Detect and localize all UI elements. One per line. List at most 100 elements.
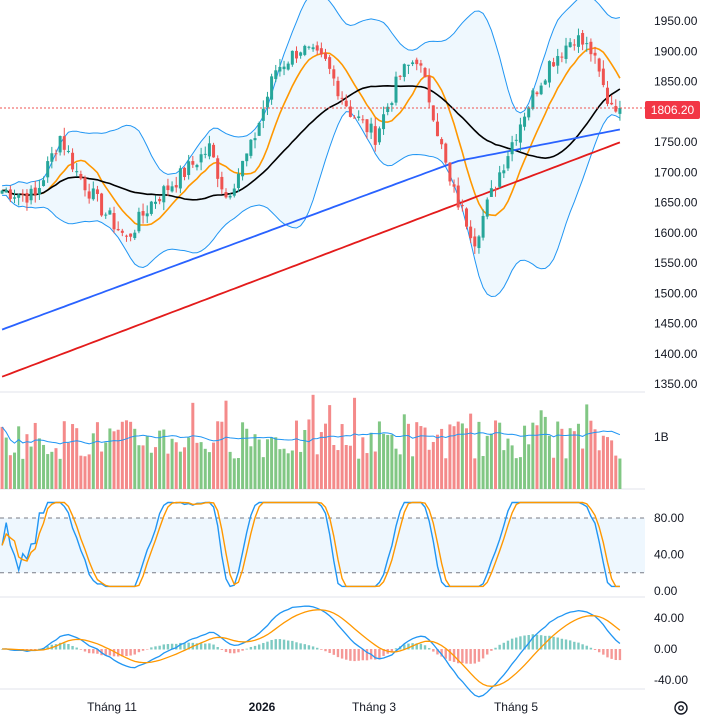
volume-bar bbox=[249, 446, 253, 489]
volume-bar bbox=[137, 445, 141, 489]
gear-icon[interactable] bbox=[672, 699, 690, 717]
candle-body bbox=[319, 48, 323, 55]
candle-body bbox=[112, 213, 116, 230]
macd-histogram-bar bbox=[116, 649, 120, 657]
candle-body bbox=[311, 47, 315, 50]
macd-histogram-bar bbox=[162, 644, 165, 650]
macd-histogram-bar bbox=[104, 649, 107, 656]
volume-bar bbox=[386, 434, 390, 489]
volume-bar bbox=[307, 419, 311, 489]
volume-bar bbox=[373, 451, 377, 489]
candle-body bbox=[195, 164, 199, 168]
candle-body bbox=[394, 76, 398, 103]
candle-body bbox=[25, 192, 29, 203]
candle-body bbox=[415, 59, 419, 65]
candle-body bbox=[386, 106, 390, 113]
macd-histogram-bar bbox=[125, 649, 128, 657]
macd-histogram-bar bbox=[170, 643, 174, 650]
candle-body bbox=[66, 150, 70, 152]
volume-bar bbox=[66, 442, 70, 489]
volume-bar bbox=[261, 457, 265, 489]
candle-body bbox=[203, 153, 207, 155]
candle-body bbox=[539, 85, 543, 95]
macd-histogram-bar bbox=[589, 647, 593, 650]
macd-histogram-bar bbox=[154, 646, 157, 650]
volume-bar bbox=[220, 421, 224, 489]
price-tick-label: 1600.00 bbox=[654, 226, 698, 240]
macd-histogram-bar bbox=[415, 643, 418, 650]
candle-body bbox=[249, 139, 253, 156]
macd-histogram-bar bbox=[46, 646, 49, 650]
volume-bar bbox=[585, 404, 589, 489]
macd-histogram-bar bbox=[75, 647, 78, 650]
volume-bar bbox=[411, 456, 415, 489]
volume-bar bbox=[353, 397, 357, 489]
candle-body bbox=[4, 190, 8, 193]
macd-histogram-bar bbox=[54, 644, 58, 650]
candle-body bbox=[465, 208, 468, 227]
volume-bar bbox=[531, 422, 535, 489]
volume-bar bbox=[79, 455, 83, 489]
macd-histogram-bar bbox=[486, 649, 489, 655]
candle-body bbox=[444, 143, 448, 163]
volume-bar bbox=[431, 441, 435, 489]
candle-body bbox=[71, 152, 75, 170]
macd-histogram-bar bbox=[340, 649, 344, 659]
volume-bar bbox=[473, 458, 477, 489]
candle-body bbox=[547, 61, 551, 83]
candle-body bbox=[46, 161, 50, 178]
volume-bar bbox=[344, 444, 348, 489]
macd-tick-label: -40.00 bbox=[654, 673, 688, 687]
volume-bar bbox=[593, 429, 597, 489]
volume-bar bbox=[523, 425, 527, 489]
macd-histogram-bar bbox=[539, 635, 543, 650]
macd-histogram-bar bbox=[241, 649, 244, 651]
candle-body bbox=[54, 153, 58, 155]
ma-long-line bbox=[1, 128, 621, 331]
stoch-d-line bbox=[1, 501, 620, 588]
volume-bar bbox=[286, 453, 290, 489]
macd-histogram-bar bbox=[481, 649, 485, 659]
candle-body bbox=[560, 56, 564, 58]
candle-body bbox=[373, 126, 377, 145]
candle-body bbox=[141, 211, 145, 216]
volume-bar bbox=[581, 448, 585, 489]
volume-bar bbox=[481, 456, 485, 489]
candle-body bbox=[481, 215, 485, 238]
macd-histogram-bar bbox=[365, 649, 369, 661]
macd-histogram-bar bbox=[535, 634, 539, 650]
macd-histogram-bar bbox=[361, 649, 365, 661]
candle-body bbox=[149, 201, 153, 214]
candle-body bbox=[166, 185, 170, 191]
candle-body bbox=[124, 235, 128, 237]
macd-histogram-bar bbox=[564, 639, 568, 650]
volume-bar bbox=[4, 437, 8, 489]
candle-body bbox=[353, 117, 357, 119]
last-price-label: 1806.20 bbox=[645, 101, 700, 119]
volume-bar bbox=[203, 448, 207, 489]
volume-bar bbox=[245, 428, 249, 489]
candle-body bbox=[299, 52, 303, 56]
candle-body bbox=[75, 171, 79, 173]
candle-body bbox=[37, 187, 41, 195]
price-tick-label: 1400.00 bbox=[654, 347, 698, 361]
volume-bar bbox=[224, 400, 228, 489]
candle-body bbox=[104, 214, 108, 216]
volume-bar bbox=[543, 416, 547, 489]
volume-bar bbox=[605, 437, 609, 489]
candle-body bbox=[382, 114, 386, 130]
candle-body bbox=[543, 80, 547, 85]
volume-bar bbox=[108, 428, 112, 489]
x-axis-label: Tháng 3 bbox=[352, 700, 396, 714]
volume-bar bbox=[427, 449, 431, 489]
volume-bar bbox=[382, 433, 386, 489]
price-tick-label: 1850.00 bbox=[654, 75, 698, 89]
candle-body bbox=[494, 189, 498, 191]
candle-body bbox=[170, 186, 174, 192]
price-tick-label: 1500.00 bbox=[654, 286, 698, 300]
candle-body bbox=[228, 195, 232, 198]
volume-bar bbox=[589, 420, 593, 489]
macd-histogram-bar bbox=[378, 649, 381, 659]
macd-histogram-bar bbox=[87, 649, 91, 654]
candle-body bbox=[597, 58, 601, 72]
